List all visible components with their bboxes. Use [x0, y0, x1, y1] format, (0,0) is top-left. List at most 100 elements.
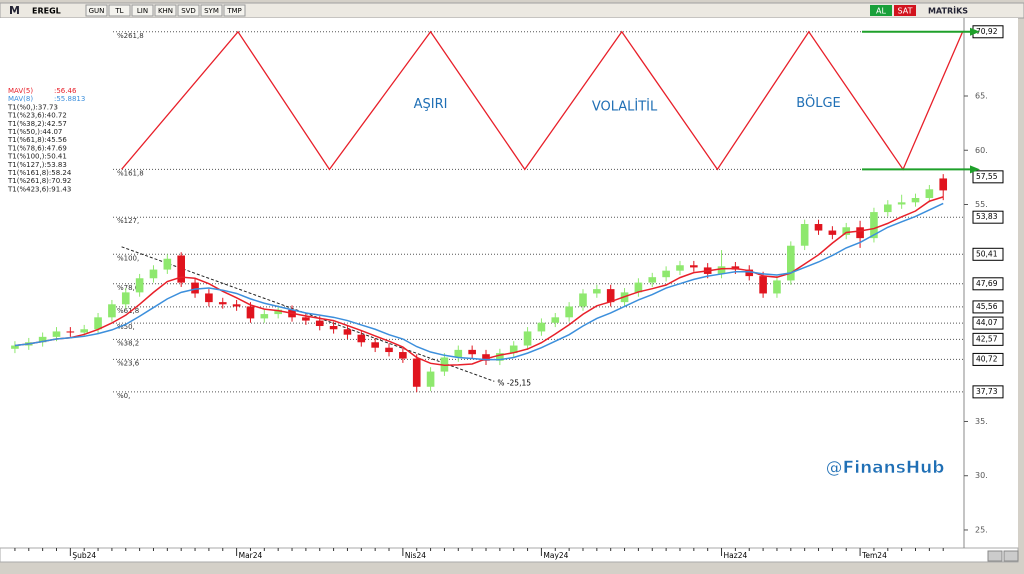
y-tick-label: 55.: [975, 200, 988, 209]
toolbar-button[interactable]: GUN: [89, 7, 105, 15]
toolbar-button-bg[interactable]: [85, 4, 108, 17]
sell-button-bg[interactable]: [894, 5, 916, 16]
candle-body: [412, 358, 421, 387]
candle-body: [385, 347, 393, 353]
fib-value-box: [972, 316, 1004, 330]
fib-info: T1(%61,8):45.56: [7, 136, 67, 144]
symbol[interactable]: EREGL: [32, 7, 61, 16]
annotation: VOLALİTİL: [592, 98, 658, 114]
fib-label: %38,2: [117, 339, 139, 347]
candle-body: [690, 265, 698, 268]
candle-body: [606, 289, 615, 303]
candle-body: [205, 293, 213, 303]
candle-body: [38, 336, 47, 343]
toolbar-button[interactable]: LIN: [137, 7, 148, 15]
y-tick-label: 65.: [975, 92, 988, 101]
candle-body: [329, 326, 338, 330]
candle-body: [523, 331, 532, 346]
candle-body: [315, 320, 324, 327]
x-tick-label: Mar24: [239, 551, 263, 560]
candle-body: [773, 280, 781, 294]
candle-body: [371, 342, 379, 348]
candle-body: [302, 317, 310, 321]
fib-label: %0,: [117, 392, 130, 400]
x-tick-label: Tem24: [861, 551, 887, 560]
fib-value-box: [972, 300, 1004, 314]
legend-value: :55.8813: [54, 95, 85, 103]
candle-body: [925, 189, 934, 198]
fib-value-box: [972, 352, 1004, 366]
candle-body: [842, 227, 851, 235]
candle-body: [94, 317, 102, 330]
candle-body: [274, 309, 282, 315]
scroll-button[interactable]: [1003, 550, 1019, 562]
fib-value-label: 70,92: [976, 27, 998, 36]
fib-value-box: [972, 277, 1004, 291]
candle-body: [593, 289, 601, 294]
toolbar-button-bg[interactable]: [108, 4, 131, 17]
fib-value-box: [972, 332, 1004, 346]
toolbar-button-bg[interactable]: [223, 4, 246, 17]
plot-bg: [0, 18, 1018, 548]
toolbar-button-bg[interactable]: [200, 4, 223, 17]
toolbar-button[interactable]: SYM: [204, 7, 219, 15]
candle-body: [426, 371, 435, 387]
candle-body: [468, 349, 476, 355]
toolbar-button-bg[interactable]: [154, 4, 177, 17]
toolbar-button-bg[interactable]: [131, 4, 154, 17]
toolbar-button[interactable]: TL: [114, 7, 123, 15]
fib-info: T1(%423,6):91.43: [7, 185, 71, 193]
fib-label: %23,6: [117, 359, 140, 367]
candle-body: [232, 304, 241, 307]
fib-info: T1(%261,8):70.92: [7, 177, 71, 185]
candle-body: [537, 322, 546, 332]
candle-body: [579, 293, 587, 307]
annotation: BÖLGE: [796, 94, 840, 111]
fib-value-label: 53,83: [976, 212, 998, 221]
toolbar-button-bg[interactable]: [177, 4, 200, 17]
y-tick-label: 25.: [975, 525, 988, 534]
zigzag-line: [121, 30, 964, 171]
candle-body: [246, 306, 255, 319]
legend-name: MAV(8): [8, 95, 33, 103]
fib-value-label: 44,07: [976, 318, 998, 327]
fib-value-box: [972, 385, 1004, 399]
candle-body: [496, 353, 504, 361]
arrow-head: [970, 27, 980, 36]
toolbar-button[interactable]: SVD: [181, 7, 196, 15]
fib-label: %50,: [117, 323, 135, 331]
sell-button[interactable]: SAT: [898, 7, 913, 16]
candle-body: [897, 202, 906, 205]
candle-body: [800, 224, 809, 246]
moving-average-line: [14, 202, 944, 361]
candle-body: [399, 352, 407, 359]
buy-button[interactable]: AL: [876, 7, 886, 16]
candle-body: [191, 282, 199, 294]
toolbar-button[interactable]: KHN: [158, 7, 173, 15]
candle-body: [482, 354, 490, 361]
candle-body: [676, 265, 684, 271]
candle-body: [440, 357, 449, 372]
fib-info: T1(%0,):37.73: [7, 103, 58, 111]
toolbar-button[interactable]: TMP: [226, 7, 242, 15]
buy-button-bg[interactable]: [870, 5, 892, 16]
last-price-label: 57,55: [976, 172, 998, 181]
candle-body: [662, 270, 670, 278]
candle-body: [52, 331, 61, 337]
candle-body: [787, 245, 795, 281]
candle-body: [565, 306, 573, 318]
y-tick-label: 30.: [975, 471, 988, 480]
fib-label: %100,: [117, 254, 139, 262]
x-tick-label: Şub24: [72, 551, 96, 560]
candle-body: [745, 269, 754, 277]
candle-body: [80, 329, 89, 333]
legend-name: MAV(5): [8, 87, 33, 95]
candle-body: [177, 255, 185, 283]
candle-body: [883, 204, 892, 213]
fib-label: %161,8: [117, 169, 144, 177]
candle-body: [135, 278, 144, 293]
candle-body: [634, 282, 643, 293]
scroll-button[interactable]: [987, 550, 1003, 562]
fib-info: T1(%50,):44.07: [7, 128, 62, 136]
